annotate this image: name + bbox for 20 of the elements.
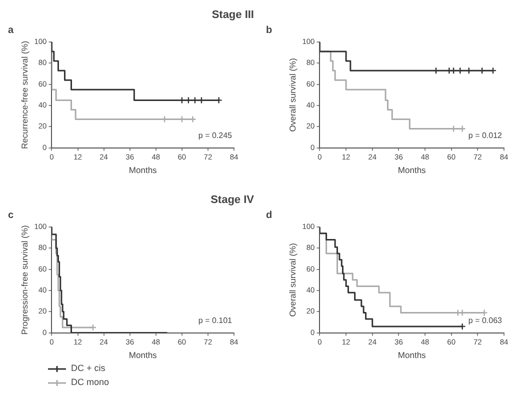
text: c (8, 210, 14, 221)
text: b (266, 24, 272, 36)
x-axis-title: Months (128, 165, 157, 176)
text: a (8, 24, 14, 36)
x-axis-title: Months (398, 165, 426, 176)
x-axis-title: Months (398, 350, 426, 360)
y-axis-title: Progression-free survival (%) (19, 224, 30, 335)
chart-title: Stage IV (210, 194, 255, 206)
annotation: p = 0.101 (198, 316, 233, 326)
x-axis-title: Months (128, 350, 157, 360)
annotation: p = 0.245 (198, 131, 233, 140)
legend-label: DC + cis (71, 363, 106, 374)
legend-label: DC mono (71, 377, 110, 388)
y-axis-title: Recurrence-free survival (%) (19, 40, 30, 149)
y-axis-title: Overall survival (%) (287, 242, 298, 317)
y-axis-title: Overall survival (%) (287, 58, 298, 132)
chart-title: Stage III (212, 9, 254, 22)
annotation: p = 0.012 (468, 131, 503, 140)
annotation: p = 0.063 (468, 316, 503, 326)
text: d (266, 210, 272, 221)
